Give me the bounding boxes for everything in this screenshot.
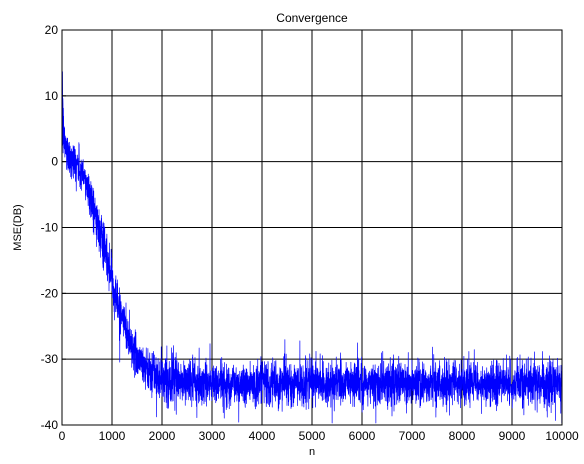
y-tick-label: -40 <box>41 418 59 432</box>
x-tick-label: 7000 <box>399 429 426 443</box>
y-tick-label: -10 <box>41 221 59 235</box>
x-tick-label: 10000 <box>545 429 579 443</box>
y-tick-label: -20 <box>41 286 59 300</box>
x-tick-label: 6000 <box>349 429 376 443</box>
y-tick-label: -30 <box>41 352 59 366</box>
x-tick-label: 1000 <box>99 429 126 443</box>
series-line <box>61 71 563 424</box>
y-tick-label: 10 <box>45 89 59 103</box>
x-tick-label: 8000 <box>449 429 476 443</box>
y-tick-label: 0 <box>51 155 58 169</box>
x-axis-label: n <box>309 446 315 458</box>
x-tick-label: 9000 <box>499 429 526 443</box>
series-layer <box>61 71 563 424</box>
x-tick-label: 2000 <box>149 429 176 443</box>
x-tick-label: 4000 <box>249 429 276 443</box>
y-tick-label: 20 <box>45 23 59 37</box>
x-tick-label: 5000 <box>299 429 326 443</box>
x-tick-label: 3000 <box>199 429 226 443</box>
x-tick-label: 0 <box>59 429 66 443</box>
y-axis-label: MSE(DB) <box>12 204 24 250</box>
ticks: 0 1000 2000 3000 4000 5000 6000 7000 8000 9000 100… <box>41 23 579 443</box>
chart-title: Convergence <box>276 11 348 25</box>
